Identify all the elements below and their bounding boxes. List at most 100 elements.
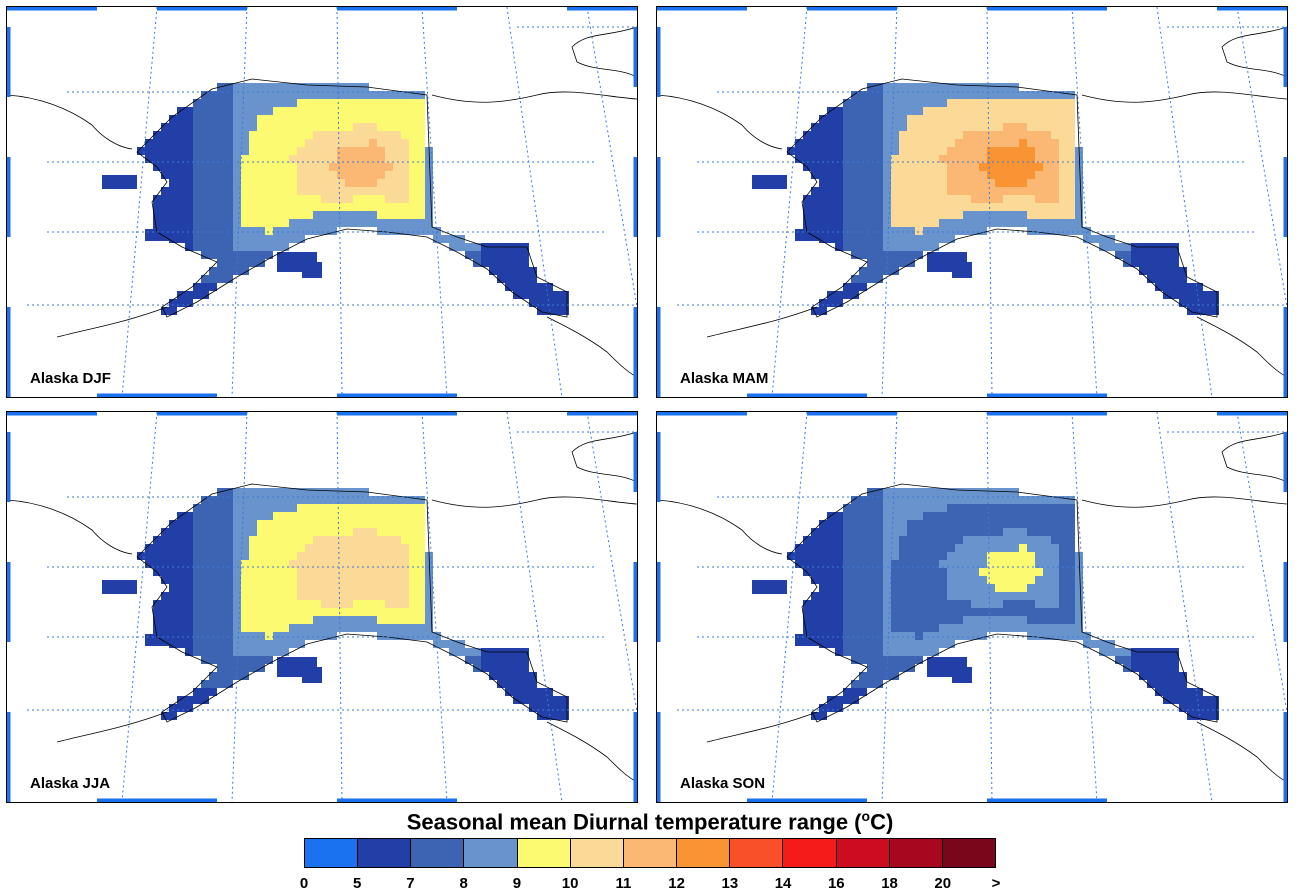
grid-cell [265,123,273,131]
grid-cell [867,171,875,179]
grid-cell [843,520,851,528]
grid-cell [393,568,401,576]
grid-cell [875,83,883,91]
island-cell [102,175,137,189]
grid-cell [859,171,867,179]
grid-cell [891,504,899,512]
grid-cell [145,139,153,147]
grid-cell [201,219,209,227]
grid-cell [241,528,249,536]
grid-cell [811,552,819,560]
grid-cell [177,616,185,624]
grid-cell [1027,123,1035,131]
grid-cell [273,560,281,568]
grid-cell [819,600,827,608]
grid-cell [177,147,185,155]
grid-cell [521,275,529,283]
grid-cell [1107,640,1115,648]
grid-cell [851,147,859,155]
grid-cell [1019,115,1027,123]
grid-cell [1043,512,1051,520]
grid-cell [497,656,505,664]
grid-cell [265,155,273,163]
grid-cell [161,123,169,131]
grid-cell [1059,608,1067,616]
grid-cell [209,243,217,251]
grid-cell [265,632,273,640]
grid-cell [1051,139,1059,147]
grid-cell [201,211,209,219]
grid-cell [835,520,843,528]
grid-cell [931,131,939,139]
grid-cell [193,560,201,568]
grid-cell [281,83,289,91]
grid-cell [281,179,289,187]
grid-cell [875,211,883,219]
grid-cell [265,656,273,664]
grid-cell [1211,696,1219,704]
grid-cell [241,576,249,584]
grid-cell [883,147,891,155]
grid-cell [971,155,979,163]
grid-cell [289,584,297,592]
grid-cell [313,83,321,91]
grid-cell [1035,203,1043,211]
grid-cell [249,219,257,227]
grid-cell [329,147,337,155]
grid-cell [1075,568,1083,576]
grid-cell [201,568,209,576]
grid-cell [273,520,281,528]
grid-cell [185,147,193,155]
grid-cell [257,179,265,187]
grid-cell [265,163,273,171]
grid-cell [995,171,1003,179]
grid-cell [1043,520,1051,528]
grid-cell [377,139,385,147]
grid-cell [1003,139,1011,147]
grid-cell [305,568,313,576]
grid-cell [851,600,859,608]
grid-cell [217,576,225,584]
grid-cell [1059,512,1067,520]
grid-cell [1187,291,1195,299]
grid-cell [417,115,425,123]
grid-cell [1035,504,1043,512]
grid-cell [1019,187,1027,195]
grid-cell [321,568,329,576]
grid-cell [955,171,963,179]
grid-cell [1059,195,1067,203]
grid-cell [859,251,867,259]
grid-cell [1067,528,1075,536]
grid-cell [843,131,851,139]
grid-cell [217,512,225,520]
colorbar-tick-label: 11 [615,875,632,892]
grid-cell [217,520,225,528]
grid-cell [875,544,883,552]
grid-cell [409,139,417,147]
grid-cell [979,219,987,227]
grid-cell [193,107,201,115]
grid-cell [875,203,883,211]
grid-cell [851,568,859,576]
grid-cell [851,139,859,147]
grid-cell [819,147,827,155]
grid-cell [481,664,489,672]
grid-cell [899,107,907,115]
grid-cell [963,163,971,171]
grid-cell [923,219,931,227]
grid-cell [987,520,995,528]
grid-cell [257,656,265,664]
grid-cell [915,91,923,99]
grid-cell [931,123,939,131]
grid-cell [249,648,257,656]
grid-cell [1171,656,1179,664]
grid-cell [1203,307,1211,315]
grid-cell [819,139,827,147]
grid-cell [257,243,265,251]
grid-cell [867,672,875,680]
grid-cell [425,219,433,227]
grid-cell [305,496,313,504]
grid-cell [401,219,409,227]
grid-cell [1043,163,1051,171]
grid-cell [1019,179,1027,187]
